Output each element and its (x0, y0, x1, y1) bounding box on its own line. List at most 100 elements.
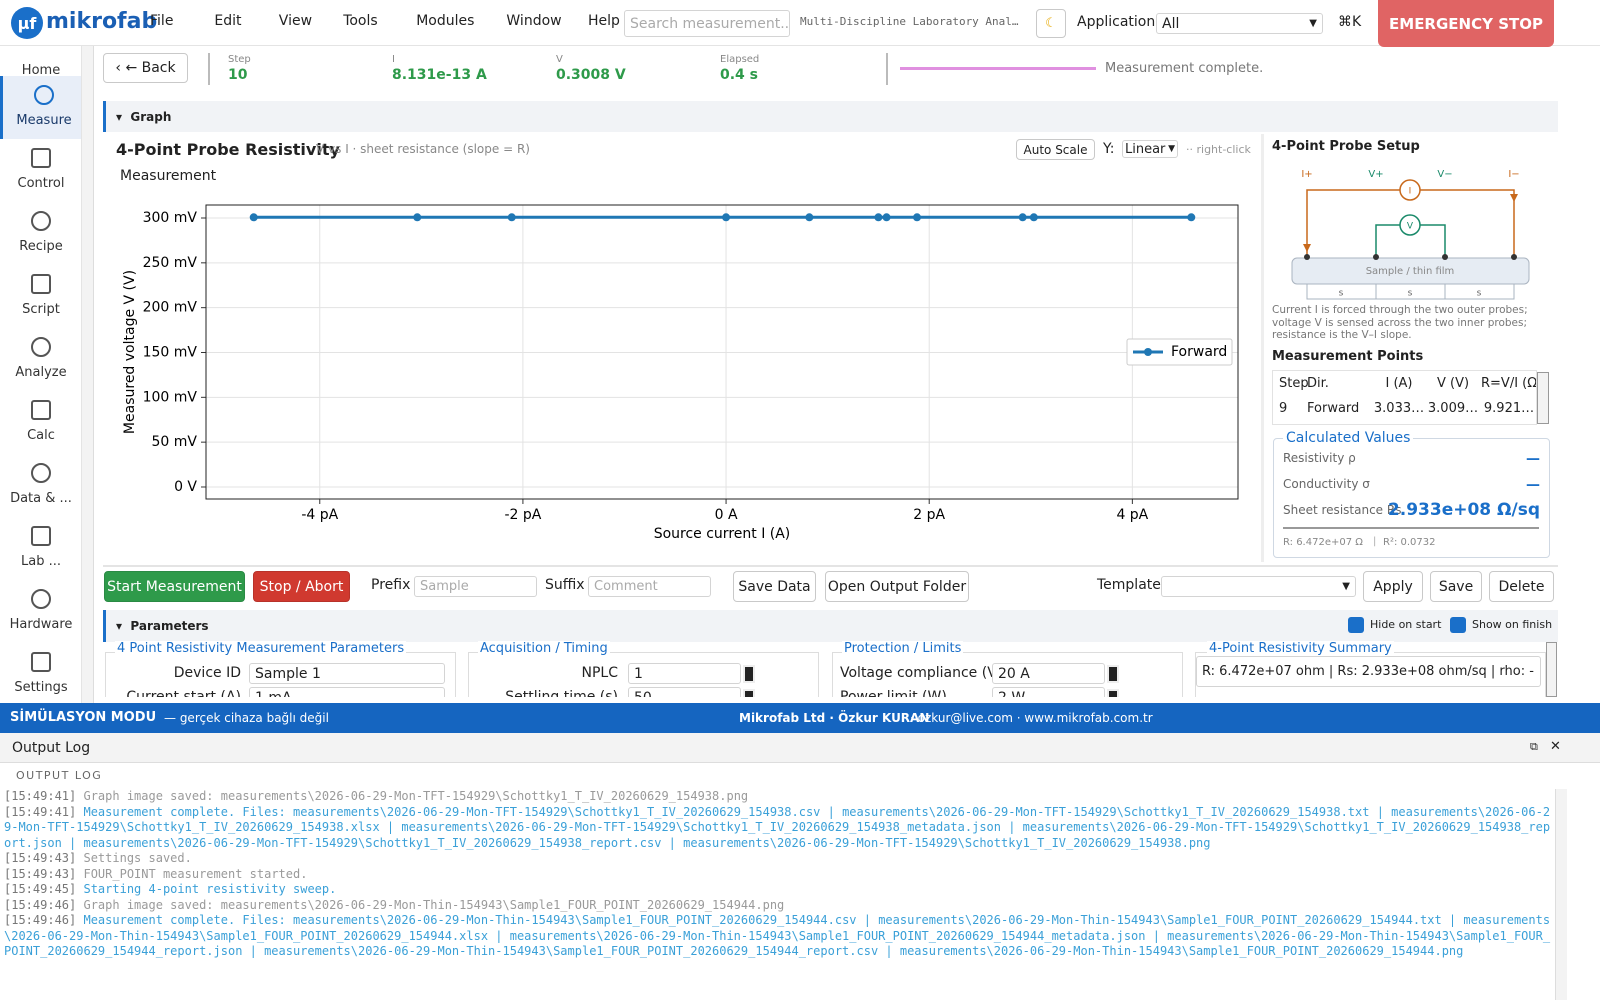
terminal-label: I− (1508, 169, 1519, 180)
table-cell: 9 (1279, 401, 1288, 416)
spinner[interactable] (1107, 665, 1119, 683)
prefix-input[interactable]: Sample (414, 576, 537, 597)
shortcut: ⌘K (1338, 14, 1362, 30)
spacing-label: s (1477, 289, 1482, 299)
nav-item[interactable]: Measure (0, 76, 81, 139)
calc-label: Resistivity ρ (1283, 451, 1356, 465)
auto-scale-button[interactable]: Auto Scale (1016, 139, 1095, 160)
log-line: [15:49:46] Measurement complete. Files: … (4, 913, 1552, 960)
spinner[interactable] (743, 665, 755, 683)
nav-item[interactable]: Data & ... (0, 454, 81, 517)
x-tick-label: 0 A (715, 507, 738, 523)
nav-item[interactable]: Home (0, 46, 81, 89)
menu-item[interactable]: File (150, 13, 174, 29)
nav-item[interactable]: Lab ... (0, 517, 81, 580)
calc-label: Sheet resistance Rs (1283, 503, 1402, 517)
log-time: [15:49:45] (4, 882, 77, 896)
table-scrollbar (1537, 372, 1549, 424)
search-box[interactable]: Search measurement... (624, 10, 790, 37)
menu-item[interactable]: Help (588, 13, 620, 29)
theme-toggle[interactable]: ☾ (1036, 9, 1066, 38)
menu-item[interactable]: View (278, 13, 313, 29)
table-header: I (A) (1385, 376, 1413, 391)
x-tick-label: 4 pA (1116, 507, 1148, 523)
log-heading: OUTPUT LOG (16, 769, 103, 782)
nav-item[interactable]: Settings (0, 643, 81, 703)
nav-item[interactable]: Hardware (0, 580, 81, 643)
plot-label: Measurement (120, 168, 217, 184)
application-select[interactable]: All ▼ (1156, 13, 1323, 34)
param-input[interactable]: 1 mA (249, 687, 445, 697)
log-line: [15:49:43] FOUR_POINT measurement starte… (4, 867, 1552, 883)
spinner[interactable] (743, 689, 755, 697)
nav-label: Lab ... (21, 554, 61, 569)
open-folder-button[interactable]: Open Output Folder (825, 571, 969, 602)
delete-button[interactable]: Delete (1489, 571, 1554, 602)
fit-r2: R²: 0.0732 (1383, 537, 1436, 548)
show-on-finish: Show on finish (1472, 618, 1553, 631)
select-arrow: ▼ (1168, 144, 1175, 154)
emergency-stop[interactable]: EMERGENCY STOP (1378, 0, 1554, 47)
nav-label: Settings (14, 680, 68, 695)
ammeter (1399, 179, 1421, 201)
data-point (722, 213, 731, 222)
menu-item[interactable]: Modules (416, 13, 475, 29)
float-button[interactable]: ⧉ (1530, 740, 1538, 753)
table-cell: 3.033… (1373, 401, 1425, 416)
suffix-input[interactable]: Comment (588, 576, 711, 597)
param-fields: Device ID Sample 1 Current start (A) 1 mA (105, 655, 456, 697)
back-button[interactable]: ‹ ← Back (103, 53, 188, 83)
start-button[interactable]: Start Measurement (104, 571, 245, 602)
x-axis-label: Source current I (A) (654, 526, 791, 542)
stop-button[interactable]: Stop / Abort (253, 571, 350, 602)
nav-label: Recipe (19, 239, 63, 254)
nav-label: Script (22, 302, 60, 317)
param-input[interactable]: 50 (628, 687, 741, 697)
close-button[interactable]: ✕ (1550, 739, 1561, 754)
param-input[interactable]: Sample 1 (249, 663, 445, 684)
save-button[interactable]: Save (1430, 571, 1482, 602)
data-point (1029, 213, 1038, 222)
data-point (413, 213, 422, 222)
table-cell: 3.009… (1427, 401, 1479, 416)
nav-item[interactable]: Script (0, 265, 81, 328)
checkbox[interactable] (1450, 617, 1466, 633)
probe (1511, 254, 1517, 260)
nav-item[interactable]: Calc (0, 391, 81, 454)
log-header (0, 733, 1600, 763)
save-data-button[interactable]: Save Data (733, 571, 816, 602)
param-input[interactable]: 2 W (992, 687, 1105, 697)
data-point (882, 213, 891, 222)
voltage-wire (1375, 224, 1400, 257)
parameters-title: Parameters (130, 619, 209, 633)
y-scale-select[interactable]: Linear ▼ (1122, 140, 1178, 158)
checkbox[interactable] (1348, 617, 1364, 633)
nav-label: Analyze (15, 365, 67, 380)
y-axis-label: Measured voltage V (V) (122, 270, 138, 434)
graph-section-header[interactable]: ▾ Graph (103, 101, 1558, 132)
points-title: Measurement Points (1272, 349, 1424, 364)
chart: -4 pA -2 pA 0 A 2 pA 4 pA 0 V 50 mV 100 mV 150 m… (122, 204, 1239, 542)
probe-diagram: I+ V+ V− I− I V Sample / thin film s s s (1291, 169, 1530, 300)
nav-item[interactable]: Analyze (0, 328, 81, 391)
parameters-header[interactable]: ▾ Parameters (103, 610, 1558, 642)
current-wire (1306, 189, 1400, 257)
spinner[interactable] (1107, 689, 1119, 697)
nav-item[interactable]: Control (0, 139, 81, 202)
menu-item[interactable]: Tools (343, 13, 378, 29)
param-input[interactable]: 20 A (992, 663, 1105, 684)
log-line: [15:49:41] Graph image saved: measuremen… (4, 789, 1552, 805)
nav-item[interactable]: Recipe (0, 202, 81, 265)
param-input[interactable]: 1 (628, 663, 741, 684)
menu-item[interactable]: Window (506, 13, 562, 29)
chart-subtitle: V vs I · sheet resistance (slope = R) (316, 142, 530, 156)
action-bar-rule (103, 565, 1558, 567)
progress-line (900, 67, 1096, 70)
fit-r: R: 6.472e+07 Ω (1283, 537, 1363, 548)
template-select[interactable]: ▼ (1161, 576, 1356, 597)
menu-item[interactable]: Edit (214, 13, 242, 29)
contact: · ozkur@live.com · www.mikrofab.com.tr (910, 711, 1153, 725)
apply-button[interactable]: Apply (1363, 571, 1423, 602)
menubar (0, 0, 1600, 46)
